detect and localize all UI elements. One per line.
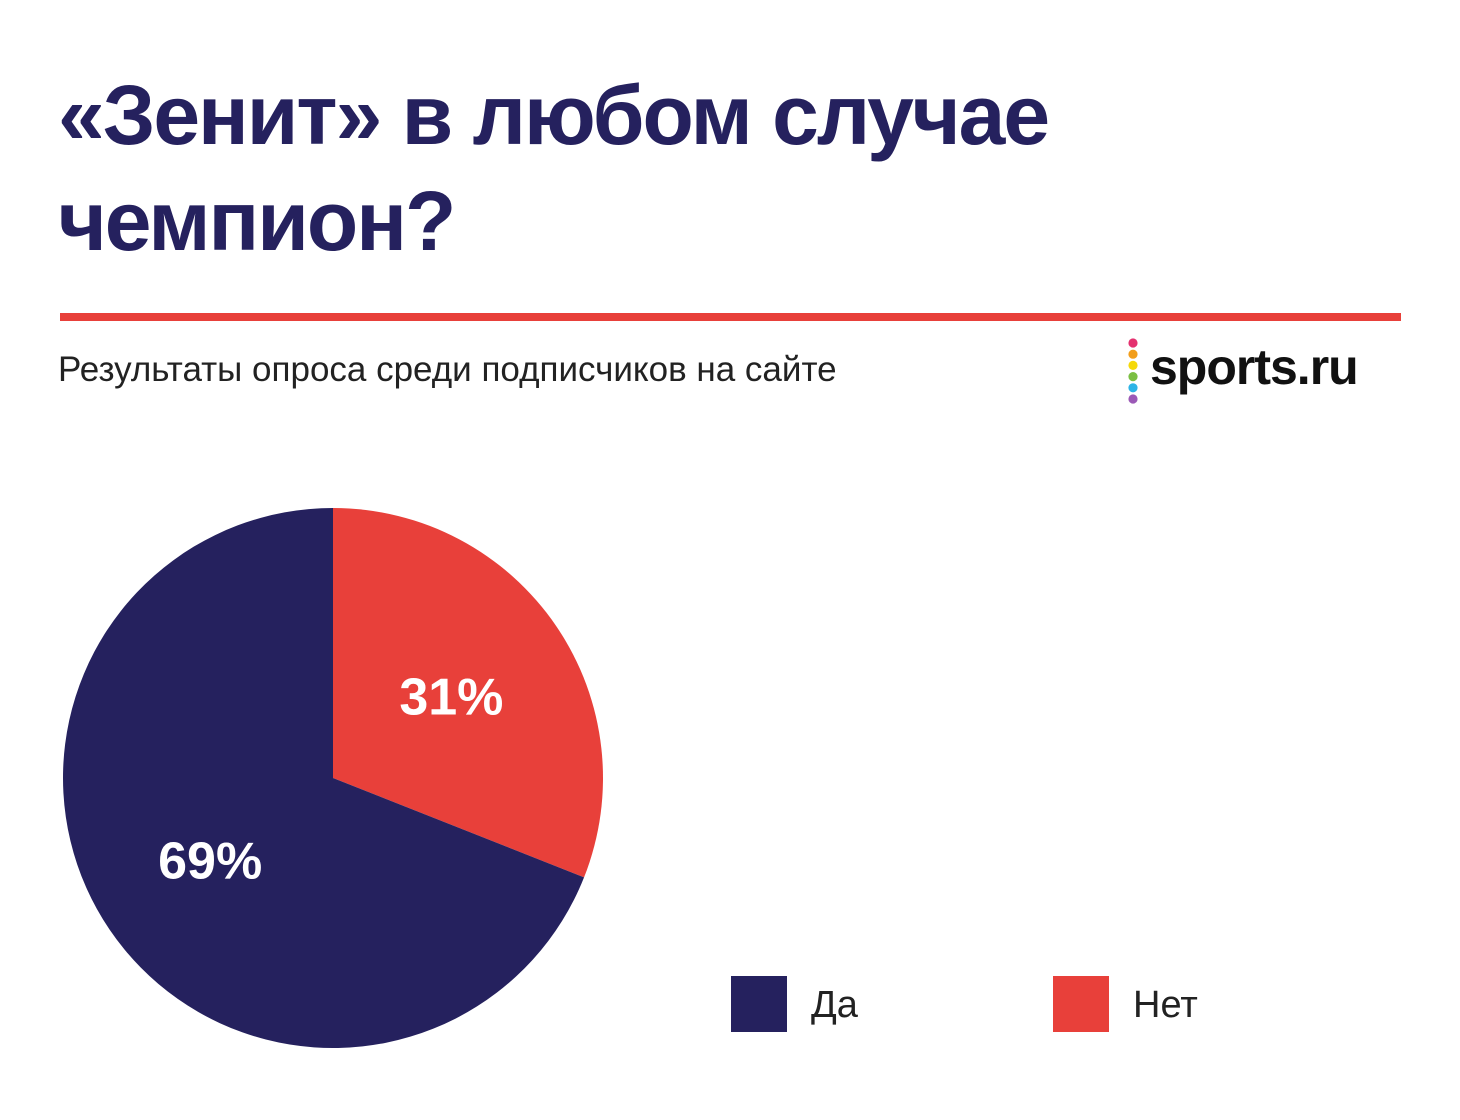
logo-dots-icon xyxy=(1128,338,1138,404)
chart-subtitle: Результаты опроса среди подписчиков на с… xyxy=(58,350,837,389)
logo-dot xyxy=(1128,383,1138,393)
legend-swatch-no xyxy=(1053,976,1109,1032)
divider-line xyxy=(60,313,1401,321)
data-label-yes: 69% xyxy=(158,832,262,890)
legend-label-yes: Да xyxy=(811,984,858,1026)
chart-title: «Зенит» в любом случае чемпион? xyxy=(58,68,1050,268)
data-label-no: 31% xyxy=(399,669,503,727)
header-divider xyxy=(60,313,1401,321)
pie-slice-yes xyxy=(62,508,585,1048)
legend-item-yes: Да xyxy=(731,976,931,1036)
logo-dot xyxy=(1128,372,1138,382)
sports-ru-logo: sports.ru xyxy=(1124,334,1404,406)
logo-text: sports.ru xyxy=(1150,339,1359,395)
logo-dot xyxy=(1128,394,1138,404)
pie-slice-no xyxy=(333,508,604,878)
legend-swatch-yes xyxy=(731,976,787,1032)
logo-dot xyxy=(1128,338,1138,348)
logo-dot xyxy=(1128,360,1138,370)
logo-dot xyxy=(1128,349,1138,359)
legend-item-no: Нет xyxy=(1053,976,1273,1036)
legend-label-no: Нет xyxy=(1133,984,1198,1026)
